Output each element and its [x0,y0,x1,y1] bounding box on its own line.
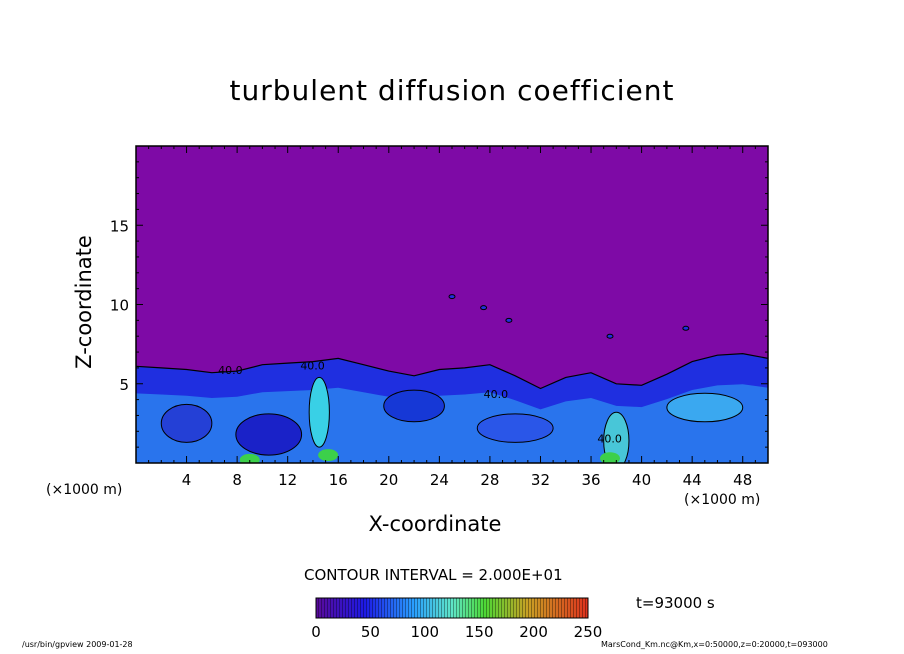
contour-interval-label: CONTOUR INTERVAL = 2.000E+01 [304,566,563,584]
x-unit-label-right: (×1000 m) [684,492,761,508]
colorbar-tick-label-0: 0 [311,623,321,641]
x-tick-label-48: 48 [733,471,752,489]
colorbar-stripes [316,598,588,618]
eddy-2 [383,389,445,423]
x-tick-label-28: 28 [480,471,499,489]
isolated-contour-2 [505,317,513,323]
contour-label-1: 40.0 [300,359,325,372]
colorbar-tick-label-250: 250 [574,623,603,641]
x-tick-label-36: 36 [581,471,600,489]
eddy-4 [603,411,630,463]
high-value-patch-2 [239,453,260,463]
time-label: t=93000 s [636,594,715,612]
eddy-1 [308,376,330,448]
isolated-contour-0 [448,294,456,300]
chart-title: turbulent diffusion coefficient [229,74,675,107]
x-tick-label-40: 40 [632,471,651,489]
high-value-patch-1 [600,452,620,463]
x-tick-label-16: 16 [329,471,348,489]
x-tick-label-32: 32 [531,471,550,489]
x-tick-label-8: 8 [232,471,242,489]
isolated-contour-1 [480,305,488,311]
x-tick-label-4: 4 [182,471,192,489]
x-tick-label-44: 44 [683,471,702,489]
contour-label-2: 40.0 [484,388,509,401]
boundary-contour [136,352,768,390]
colorbar [315,597,589,619]
colorbar-tick-label-50: 50 [361,623,380,641]
y-tick-label-15: 15 [110,217,129,235]
y-tick-label-5: 5 [119,376,129,394]
eddy-0 [235,413,303,456]
x-unit-label-left: (×1000 m) [46,482,123,498]
x-tick-label-12: 12 [278,471,297,489]
x-tick-label-20: 20 [379,471,398,489]
colorbar-tick-label-200: 200 [519,623,548,641]
isolated-contour-4 [606,333,614,339]
high-value-patch-0 [318,449,339,462]
x-axis-label: X-coordinate [368,512,502,536]
y-tick-label-10: 10 [110,297,129,315]
eddy-5 [666,392,744,423]
colorbar-tick-label-100: 100 [410,623,439,641]
colorbar-ticks: 0 50 100 150 200 250 [311,623,602,641]
footer-source: MarsCond_Km.nc@Km,x=0:50000,z=0:20000,t=… [601,640,828,649]
heatmap-field: 40.0 40.0 40.0 40.0 [136,146,768,463]
y-axis-label: Z-coordinate [72,235,96,369]
contour-label-3: 40.0 [597,432,622,445]
eddy-6 [160,403,213,443]
footer-program: /usr/bin/gpview 2009-01-28 [22,640,133,649]
colorbar-frame [315,597,589,619]
colorbar-tick-label-150: 150 [465,623,494,641]
eddy-3 [476,413,554,443]
isolated-contour-3 [682,325,690,331]
plot-frame [135,145,769,464]
x-tick-label-24: 24 [430,471,449,489]
contour-label-0: 40.0 [218,364,243,377]
